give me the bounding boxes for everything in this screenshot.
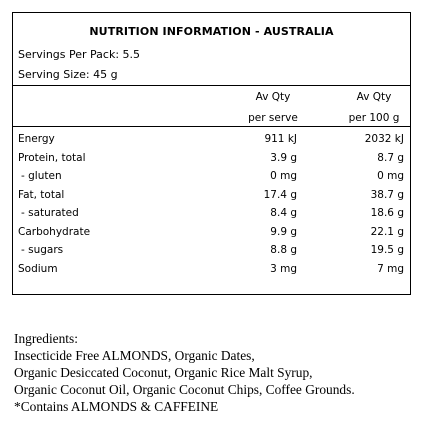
divider-header — [13, 126, 410, 127]
nutrient-label: Protein, total — [18, 151, 86, 164]
nutrition-panel: NUTRITION INFORMATION - AUSTRALIA Servin… — [12, 12, 411, 295]
per-serve-value: 8.8 g — [270, 244, 297, 256]
ingredients-line: Organic Coconut Oil, Organic Coconut Chi… — [14, 382, 355, 397]
table-row: Sodium 3 mg 7 mg — [13, 263, 410, 282]
ingredients-block: Ingredients: Insecticide Free ALMONDS, O… — [14, 330, 439, 415]
per-serve-value: 0 mg — [270, 170, 297, 182]
nutrient-label: Fat, total — [18, 188, 65, 201]
nutrient-label: - sugars — [21, 244, 64, 256]
col-100-header-bottom: per 100 g — [348, 112, 400, 124]
table-row: - gluten 0 mg 0 mg — [13, 170, 410, 189]
nutrient-label: Carbohydrate — [18, 225, 91, 238]
col-serve-header-top: Av Qty — [255, 91, 291, 103]
allergen-statement: *Contains ALMONDS & CAFFEINE — [14, 399, 219, 414]
nutrient-label: - gluten — [21, 170, 62, 182]
nutrient-label: Sodium — [18, 262, 58, 275]
panel-title: NUTRITION INFORMATION - AUSTRALIA — [89, 25, 334, 38]
per-100-value: 38.7 g — [370, 188, 404, 201]
nutrient-label: Energy — [18, 133, 55, 145]
table-row: Protein, total 3.9 g 8.7 g — [13, 152, 410, 171]
per-100-value: 0 mg — [377, 170, 404, 182]
divider-top — [13, 85, 410, 86]
per-100-value: 18.6 g — [370, 207, 404, 219]
table-row: Carbohydrate 9.9 g 22.1 g — [13, 226, 410, 245]
nutrient-label: - saturated — [21, 207, 79, 219]
per-100-value: 7 mg — [377, 262, 404, 275]
per-serve-value: 911 kJ — [264, 133, 297, 145]
per-serve-value: 3 mg — [270, 262, 297, 275]
per-100-value: 2032 kJ — [364, 133, 404, 145]
table-row: - sugars 8.8 g 19.5 g — [13, 244, 410, 263]
col-serve-header-bottom: per serve — [248, 112, 298, 124]
servings-per-pack: Servings Per Pack: 5.5 — [18, 48, 141, 61]
nutrient-rows: Energy 911 kJ 2032 kJ Protein, total 3.9… — [13, 133, 410, 281]
per-100-value: 22.1 g — [370, 225, 404, 238]
table-row: - saturated 8.4 g 18.6 g — [13, 207, 410, 226]
per-100-value: 19.5 g — [370, 244, 404, 256]
per-serve-value: 3.9 g — [270, 151, 297, 164]
table-row: Fat, total 17.4 g 38.7 g — [13, 189, 410, 208]
per-100-value: 8.7 g — [377, 151, 404, 164]
per-serve-value: 8.4 g — [270, 207, 297, 219]
ingredients-heading: Ingredients: — [14, 331, 78, 346]
table-row: Energy 911 kJ 2032 kJ — [13, 133, 410, 152]
col-100-header-top: Av Qty — [356, 91, 392, 103]
per-serve-value: 17.4 g — [263, 188, 297, 201]
per-serve-value: 9.9 g — [270, 225, 297, 238]
ingredients-line: Insecticide Free ALMONDS, Organic Dates, — [14, 348, 255, 363]
serving-size: Serving Size: 45 g — [18, 68, 118, 81]
ingredients-line: Organic Desiccated Coconut, Organic Rice… — [14, 365, 313, 380]
